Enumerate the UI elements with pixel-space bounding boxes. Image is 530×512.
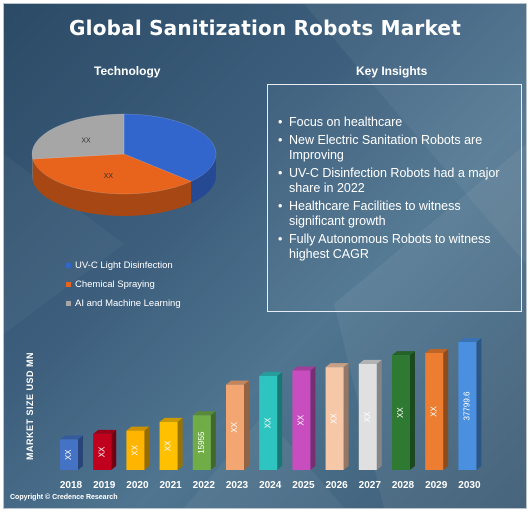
insight-item: Healthcare Facilities to witness signifi… xyxy=(278,199,513,229)
x-tick-label: 2029 xyxy=(425,480,448,491)
insight-item: Focus on healthcare xyxy=(278,115,513,130)
pie-slice-label-1: XX xyxy=(104,173,114,180)
legend-label: AI and Machine Learning xyxy=(75,298,181,309)
x-tick-label: 2030 xyxy=(458,480,481,491)
legend-swatch xyxy=(66,301,71,306)
bar-2026 xyxy=(325,363,349,470)
legend-swatch xyxy=(66,282,71,287)
pie-slice-label-2: XX xyxy=(81,137,91,144)
bar-2018 xyxy=(60,435,83,470)
key-insights-list: Focus on healthcare New Electric Sanitat… xyxy=(268,85,521,262)
bar-value-label: XX xyxy=(263,417,272,428)
copyright-text: Copyright © Credence Research xyxy=(10,494,118,501)
legend-label: UV-C Light Disinfection xyxy=(75,260,173,271)
bar-value-label: XX xyxy=(396,407,405,418)
x-tick-label: 2021 xyxy=(159,480,182,491)
key-insights-title: Key Insights xyxy=(356,64,428,78)
x-tick-label: 2022 xyxy=(193,480,216,491)
bar-value-label: 37799.6 xyxy=(463,391,472,420)
bar-2020 xyxy=(126,426,150,470)
bar-2029 xyxy=(425,348,449,470)
insight-item: UV-C Disinfection Robots had a major sha… xyxy=(278,166,513,196)
bar-2024 xyxy=(259,371,283,470)
x-tick-label: 2023 xyxy=(226,480,249,491)
x-tick-label: 2028 xyxy=(392,480,415,491)
insight-item: Fully Autonomous Robots to witness highe… xyxy=(278,232,513,262)
legend-item-1: Chemical Spraying xyxy=(66,275,181,294)
pie-slice-2 xyxy=(31,113,125,160)
x-axis-tick-labels: 2018 2019 2020 2021 2022 2023 2024 2025 2026 2027… xyxy=(60,480,481,491)
x-tick-label: 2024 xyxy=(259,480,282,491)
pie-slice-1 xyxy=(32,153,192,195)
x-tick-label: 2026 xyxy=(325,480,348,491)
bar-value-label: XX xyxy=(429,405,438,416)
bar-value-label: XX xyxy=(363,411,372,422)
bar-value-label: XX xyxy=(230,421,239,432)
legend-label: Chemical Spraying xyxy=(75,279,155,290)
bar-2027 xyxy=(358,359,382,470)
bar-value-label: XX xyxy=(164,440,173,451)
bar-value-labels: XX XX XX XX 15955 XX XX XX XX XX XX XX 37799.6 xyxy=(64,391,471,460)
technology-pie-chart: XX XX xyxy=(31,113,217,216)
pie-side-2 xyxy=(32,154,33,182)
bar-value-label: XX xyxy=(297,414,306,425)
x-tick-label: 2019 xyxy=(93,480,116,491)
bar-series xyxy=(60,338,482,470)
bar-2022 xyxy=(192,411,216,470)
bar-2023 xyxy=(226,380,249,470)
infographic-frame: Global Sanitization Robots Market Techno… xyxy=(3,3,527,509)
pie-legend: UV-C Light Disinfection Chemical Spraying… xyxy=(66,256,181,313)
pie-side-0 xyxy=(191,154,216,204)
x-tick-label: 2018 xyxy=(60,480,83,491)
x-tick-label: 2020 xyxy=(126,480,149,491)
legend-item-0: UV-C Light Disinfection xyxy=(66,256,181,275)
bar-value-label: XX xyxy=(97,446,106,457)
bar-2030 xyxy=(458,338,482,470)
pie-labels: XX XX xyxy=(81,137,113,179)
bar-value-label: XX xyxy=(64,449,73,460)
pie-slice-0 xyxy=(123,113,217,182)
bar-value-label: 15955 xyxy=(197,431,206,454)
bar-2019 xyxy=(93,429,117,470)
x-tick-label: 2027 xyxy=(359,480,382,491)
key-insights-box: Focus on healthcare New Electric Sanitat… xyxy=(267,84,522,312)
legend-item-2: AI and Machine Learning xyxy=(66,294,181,313)
bar-2021 xyxy=(159,417,183,470)
pie-slices xyxy=(31,113,217,195)
y-axis-label: MARKET SIZE USD MN xyxy=(25,352,35,460)
insight-item: New Electric Sanitation Robots are Impro… xyxy=(278,133,513,163)
pie-side-1 xyxy=(32,159,192,216)
page-title: Global Sanitization Robots Market xyxy=(69,16,461,40)
bar-2028 xyxy=(392,351,415,470)
technology-title: Technology xyxy=(94,64,161,78)
bar-value-label: XX xyxy=(330,413,339,424)
pie-sides xyxy=(32,154,216,216)
legend-swatch xyxy=(66,263,71,268)
bar-2025 xyxy=(292,366,316,470)
bar-value-label: XX xyxy=(131,444,140,455)
x-tick-label: 2025 xyxy=(292,480,315,491)
